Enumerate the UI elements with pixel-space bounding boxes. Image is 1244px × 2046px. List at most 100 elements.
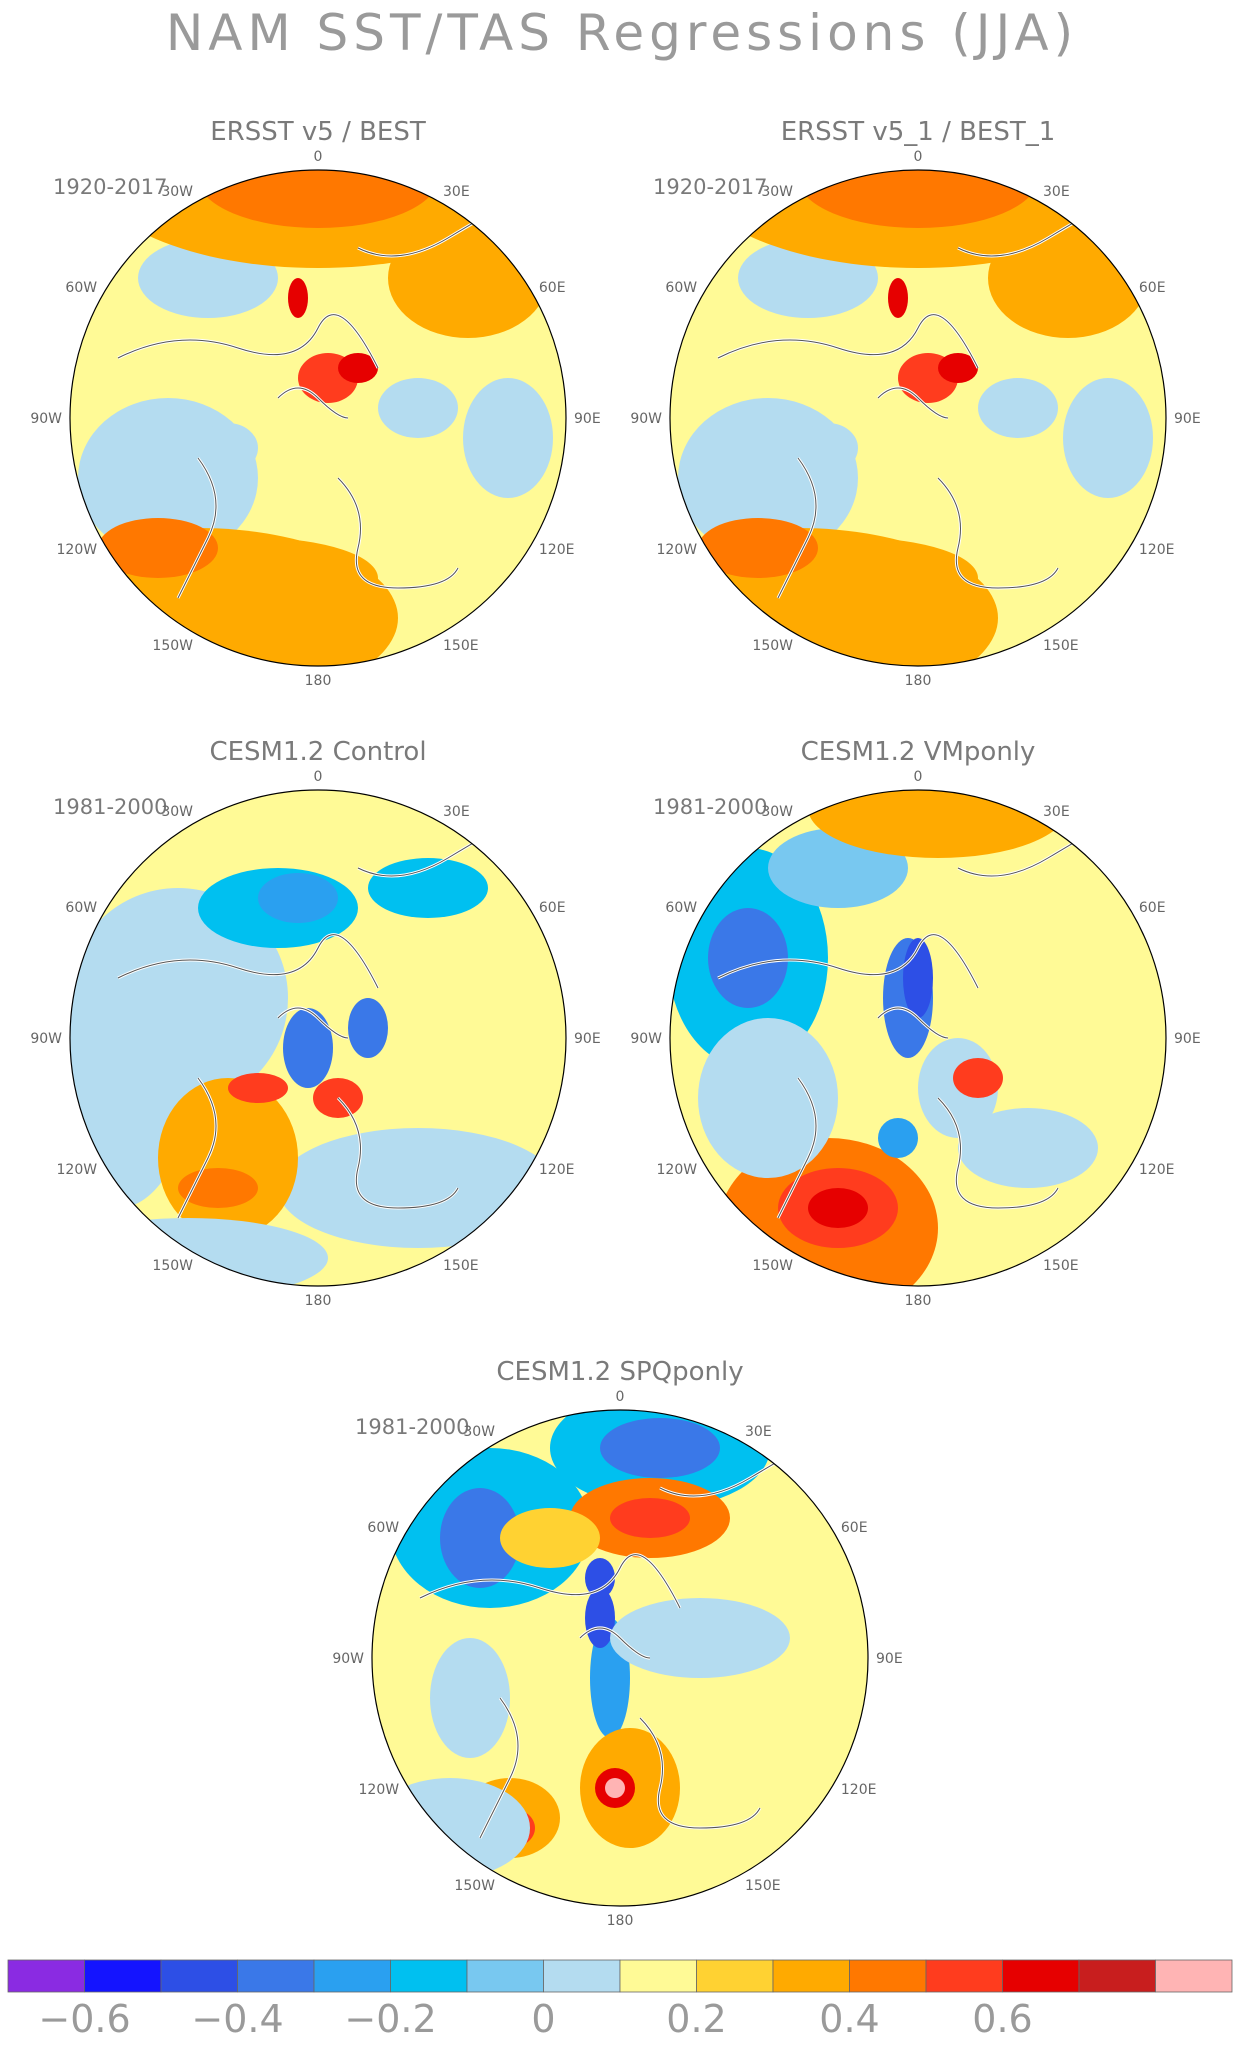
coastline-outline (277, 387, 349, 419)
longitude-label: 30E (443, 184, 470, 200)
field-contour (708, 908, 788, 1008)
coastline-outline (337, 1097, 459, 1209)
longitude-label: 120E (841, 1782, 877, 1798)
longitude-label: 60E (1139, 900, 1166, 916)
field-contour (388, 218, 548, 338)
longitude-label: 180 (905, 673, 932, 689)
field-contour (88, 170, 548, 268)
colorbar-tick-label: −0.4 (191, 1997, 283, 2041)
coastline-outline (177, 457, 217, 599)
longitude-label: 150E (1043, 638, 1079, 654)
field-contour (338, 353, 378, 383)
longitude-label: 120E (539, 542, 575, 558)
field-contour (258, 873, 338, 923)
coastline-outline (937, 1097, 1059, 1209)
longitude-label: 120E (1139, 1162, 1175, 1178)
field-contour (178, 1168, 258, 1208)
coastline-outline (117, 934, 379, 989)
longitude-label: 60W (65, 280, 97, 296)
longitude-label: 0 (314, 149, 323, 165)
field-contour (688, 170, 1148, 268)
longitude-label: 30W (161, 804, 193, 820)
longitude-label: 120E (539, 1162, 575, 1178)
colorbar-swatch (390, 1959, 468, 1993)
colorbar: −0.6 −0.4 −0.2 0 0.2 0.4 0.6 (7, 1959, 1233, 2041)
field-contour (888, 278, 908, 318)
regression-field (670, 790, 1166, 1286)
figure-title: NAM SST/TAS Regressions (JJA) (165, 4, 1079, 62)
field-contour (698, 518, 818, 578)
longitude-label: 90W (30, 411, 62, 427)
longitude-label: 90E (574, 1031, 601, 1047)
panel-period: 1981-2000 (355, 1415, 469, 1439)
coastline-outline (777, 457, 817, 599)
coastline-outline (717, 314, 979, 369)
longitude-label: 60E (539, 280, 566, 296)
field-contour (878, 1118, 918, 1158)
map-panel: ERSST v5 / BEST 1920-2017 180 150E 120E 90E 60… (30, 117, 601, 689)
regression-field (70, 790, 566, 1286)
colorbar-swatch (925, 1959, 1003, 1993)
coastline-outline (777, 1077, 817, 1219)
longitude-label: 0 (616, 1389, 625, 1405)
coastline-outline (479, 1697, 519, 1839)
longitude-label: 120W (57, 1162, 98, 1178)
longitude-label: 180 (305, 1293, 332, 1309)
field-contour (348, 998, 388, 1058)
longitude-label: 90E (574, 411, 601, 427)
coastline-outline (579, 1627, 651, 1659)
coastline-outline (419, 1554, 681, 1609)
field-contour (808, 790, 1068, 858)
longitude-label: 150W (454, 1878, 495, 1894)
panel-title: CESM1.2 Control (209, 737, 426, 767)
field-contour (978, 378, 1058, 438)
map-panel: CESM1.2 Control 1981-2000 180 150E 120E 90E 60… (30, 737, 600, 1309)
longitude-label: 120W (657, 542, 698, 558)
longitude-label: 60E (841, 1520, 868, 1536)
longitude-label: 120W (359, 1782, 400, 1798)
field-contour (368, 858, 488, 918)
field-contour (610, 1498, 690, 1538)
field-contour (1063, 378, 1153, 498)
coastline-outline (937, 477, 1059, 589)
colorbar-swatch (849, 1959, 927, 1993)
field-contour (378, 378, 458, 438)
longitude-label: 90W (630, 411, 662, 427)
field-contour (98, 518, 218, 578)
longitude-label: 180 (305, 673, 332, 689)
longitude-label: 30E (745, 1424, 772, 1440)
longitude-label: 150E (745, 1878, 781, 1894)
field-contour (938, 353, 978, 383)
map-boundary (69, 169, 567, 667)
longitude-label: 150W (152, 638, 193, 654)
field-contour (500, 1508, 600, 1568)
colorbar-swatch (619, 1959, 697, 1993)
longitude-label: 150E (443, 1258, 479, 1274)
coastline-outline (277, 1007, 349, 1039)
colorbar-swatch (237, 1959, 315, 1993)
longitude-label: 120E (1139, 542, 1175, 558)
field-contour (430, 1638, 510, 1758)
longitude-label: 60W (367, 1520, 399, 1536)
regression-field (670, 170, 1166, 666)
panel-period: 1920-2017 (653, 175, 767, 199)
longitude-label: 60W (665, 280, 697, 296)
field-contour (798, 423, 858, 473)
longitude-label: 60E (1139, 280, 1166, 296)
coastline-outline (639, 1717, 761, 1829)
colorbar-swatch (543, 1959, 621, 1993)
field-contour (610, 1598, 790, 1678)
colorbar-tick-label: −0.6 (38, 1997, 130, 2041)
colorbar-tick-label: 0 (531, 1997, 555, 2041)
panel-period: 1981-2000 (653, 795, 767, 819)
map-panel: CESM1.2 VMponly 1981-2000 180 150E 120E 90E 60… (630, 737, 1201, 1309)
panel-period: 1981-2000 (53, 795, 167, 819)
field-contour (198, 423, 258, 473)
panel-title: CESM1.2 SPQponly (496, 1357, 743, 1387)
longitude-label: 90E (1174, 1031, 1201, 1047)
colorbar-swatch (313, 1959, 391, 1993)
longitude-label: 90W (332, 1651, 364, 1667)
field-contour (798, 170, 1038, 228)
regression-field (70, 170, 566, 666)
colorbar-swatch (84, 1959, 162, 1993)
